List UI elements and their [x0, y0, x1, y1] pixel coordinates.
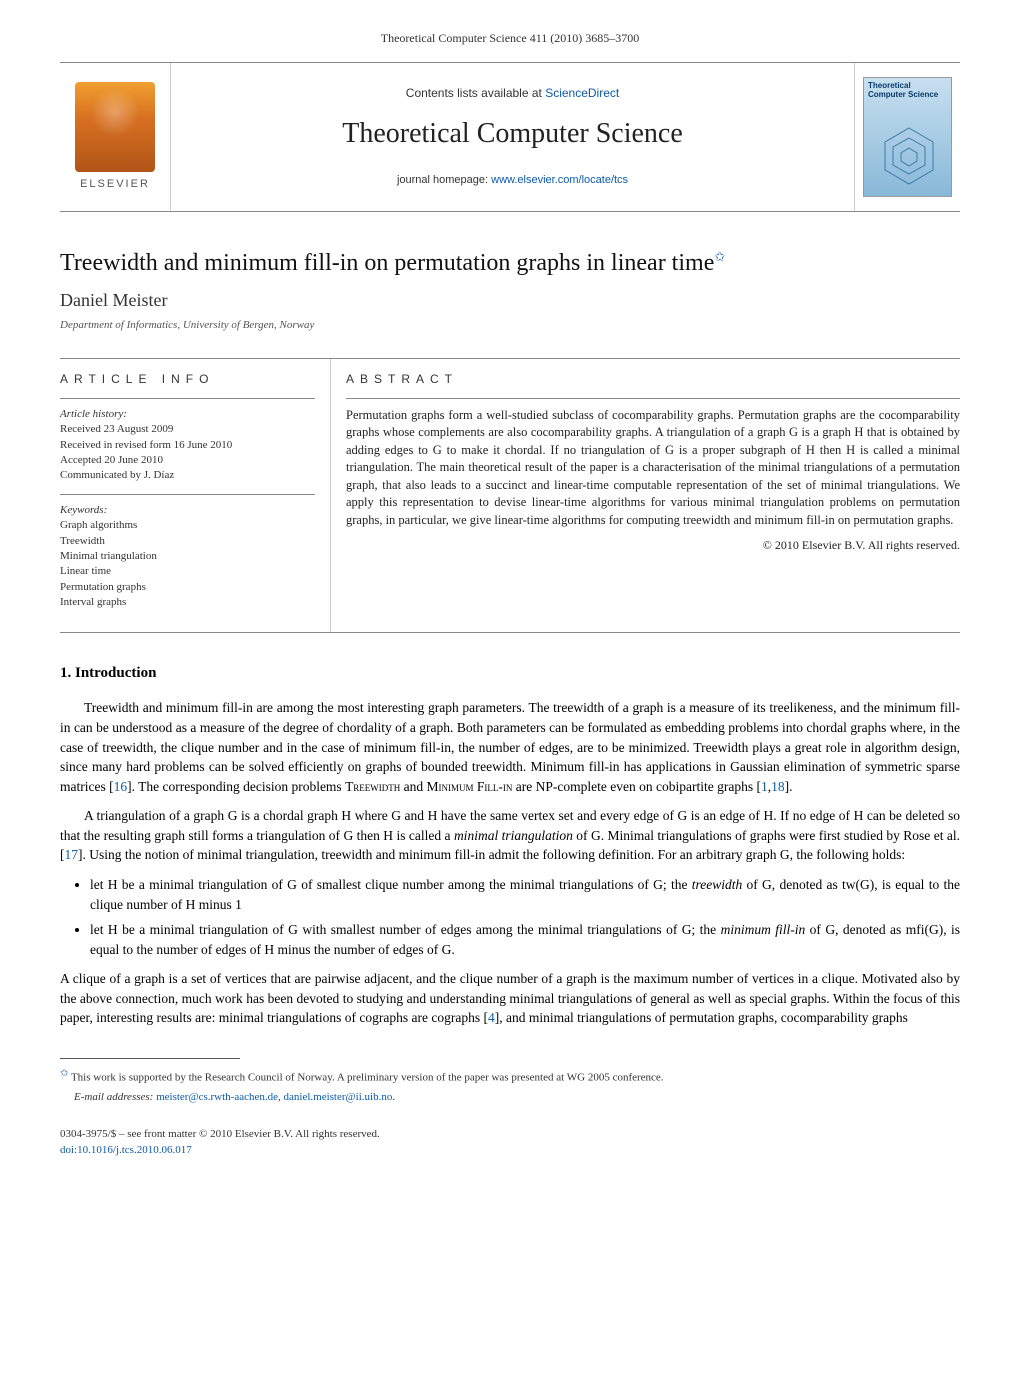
keyword-item: Linear time — [60, 564, 315, 579]
email-link-2[interactable]: daniel.meister@ii.uib.no — [284, 1091, 393, 1103]
ref-link-4[interactable]: 4 — [488, 1010, 495, 1025]
article-title: Treewidth and minimum fill-in on permuta… — [60, 247, 960, 281]
contents-available-line: Contents lists available at ScienceDirec… — [406, 85, 619, 102]
cover-title: Theoretical Computer Science — [868, 82, 947, 100]
history-item: Communicated by J. Díaz — [60, 468, 315, 483]
author-name: Daniel Meister — [60, 288, 960, 313]
footnote-star: ✩ This work is supported by the Research… — [60, 1067, 960, 1086]
bullet2-pre: let H be a minimal triangulation of G wi… — [90, 922, 721, 937]
para1-mid: ]. The corresponding decision problems — [127, 779, 345, 794]
keyword-item: Graph algorithms — [60, 518, 315, 533]
journal-cover: Theoretical Computer Science — [855, 63, 960, 211]
para3-post: ], and minimal triangulations of permuta… — [495, 1010, 908, 1025]
abstract-label: ABSTRACT — [346, 371, 960, 388]
title-footnote-marker[interactable]: ✩ — [714, 249, 725, 264]
publisher-name: ELSEVIER — [80, 177, 150, 192]
homepage-prefix: journal homepage: — [397, 174, 491, 186]
footnote-rule — [60, 1058, 240, 1059]
intro-para-1: Treewidth and minimum fill-in are among … — [60, 698, 960, 796]
section-1-heading: 1. Introduction — [60, 663, 960, 684]
footer-block: 0304-3975/$ – see front matter © 2010 El… — [60, 1127, 960, 1158]
para1-end: ]. — [785, 779, 793, 794]
homepage-line: journal homepage: www.elsevier.com/locat… — [397, 173, 628, 188]
cover-hex-icon — [879, 126, 939, 186]
bullet2-em: minimum fill-in — [721, 922, 806, 937]
history-item: Received in revised form 16 June 2010 — [60, 438, 315, 453]
article-title-text: Treewidth and minimum fill-in on permuta… — [60, 250, 714, 276]
and-word: and — [400, 779, 426, 794]
homepage-link[interactable]: www.elsevier.com/locate/tcs — [491, 174, 628, 186]
abstract-column: ABSTRACT Permutation graphs form a well-… — [330, 359, 960, 632]
keywords-block: Keywords: Graph algorithms Treewidth Min… — [60, 503, 315, 611]
email-label: E-mail addresses: — [74, 1091, 156, 1103]
email-end: . — [392, 1091, 395, 1103]
elsevier-tree-icon — [75, 82, 155, 172]
list-item: let H be a minimal triangulation of G wi… — [90, 920, 960, 959]
journal-name: Theoretical Computer Science — [342, 114, 683, 153]
keyword-item: Permutation graphs — [60, 580, 315, 595]
abstract-rule — [346, 398, 960, 399]
bullet1-pre: let H be a minimal triangulation of G of… — [90, 877, 692, 892]
intro-para-3: A clique of a graph is a set of vertices… — [60, 969, 960, 1028]
article-history-heading: Article history: — [60, 407, 315, 422]
info-abstract-row: ARTICLE INFO Article history: Received 2… — [60, 358, 960, 633]
footnote-email: E-mail addresses: meister@cs.rwth-aachen… — [60, 1090, 960, 1105]
definition-list: let H be a minimal triangulation of G of… — [90, 875, 960, 959]
keyword-item: Minimal triangulation — [60, 549, 315, 564]
keyword-item: Interval graphs — [60, 595, 315, 610]
author-affiliation: Department of Informatics, University of… — [60, 318, 960, 333]
ref-link-18[interactable]: 18 — [771, 779, 785, 794]
doi-link[interactable]: doi:10.1016/j.tcs.2010.06.017 — [60, 1144, 192, 1156]
ref-link-16[interactable]: 16 — [114, 779, 128, 794]
keyword-item: Treewidth — [60, 534, 315, 549]
journal-cover-image: Theoretical Computer Science — [863, 77, 952, 197]
article-info-label: ARTICLE INFO — [60, 371, 315, 388]
intro-para-2: A triangulation of a graph G is a chorda… — [60, 806, 960, 865]
footer-front-matter: 0304-3975/$ – see front matter © 2010 El… — [60, 1127, 960, 1142]
footnote-star-text: This work is supported by the Research C… — [68, 1072, 663, 1084]
abstract-copyright: © 2010 Elsevier B.V. All rights reserved… — [346, 537, 960, 554]
treewidth-sc: Treewidth — [345, 779, 400, 794]
email-link-1[interactable]: meister@cs.rwth-aachen.de — [156, 1091, 278, 1103]
elsevier-logo: ELSEVIER — [60, 63, 170, 211]
banner-center: Contents lists available at ScienceDirec… — [170, 63, 855, 211]
bullet1-em: treewidth — [692, 877, 743, 892]
ref-link-1[interactable]: 1 — [761, 779, 768, 794]
para2-post: ]. Using the notion of minimal triangula… — [78, 847, 905, 862]
header-citation: Theoretical Computer Science 411 (2010) … — [60, 30, 960, 47]
list-item: let H be a minimal triangulation of G of… — [90, 875, 960, 914]
minfill-sc: Minimum Fill-in — [427, 779, 513, 794]
article-info-column: ARTICLE INFO Article history: Received 2… — [60, 359, 330, 632]
history-item: Accepted 20 June 2010 — [60, 453, 315, 468]
abstract-text: Permutation graphs form a well-studied s… — [346, 407, 960, 530]
journal-banner: ELSEVIER Contents lists available at Sci… — [60, 62, 960, 212]
sciencedirect-link[interactable]: ScienceDirect — [545, 86, 619, 100]
para2-em: minimal triangulation — [454, 828, 573, 843]
contents-prefix: Contents lists available at — [406, 86, 545, 100]
info-rule-2 — [60, 494, 315, 495]
history-item: Received 23 August 2009 — [60, 422, 315, 437]
para1-post: are NP-complete even on cobipartite grap… — [512, 779, 761, 794]
keywords-heading: Keywords: — [60, 503, 315, 518]
info-rule-1 — [60, 398, 315, 399]
article-history-block: Article history: Received 23 August 2009… — [60, 407, 315, 484]
ref-link-17[interactable]: 17 — [65, 847, 79, 862]
